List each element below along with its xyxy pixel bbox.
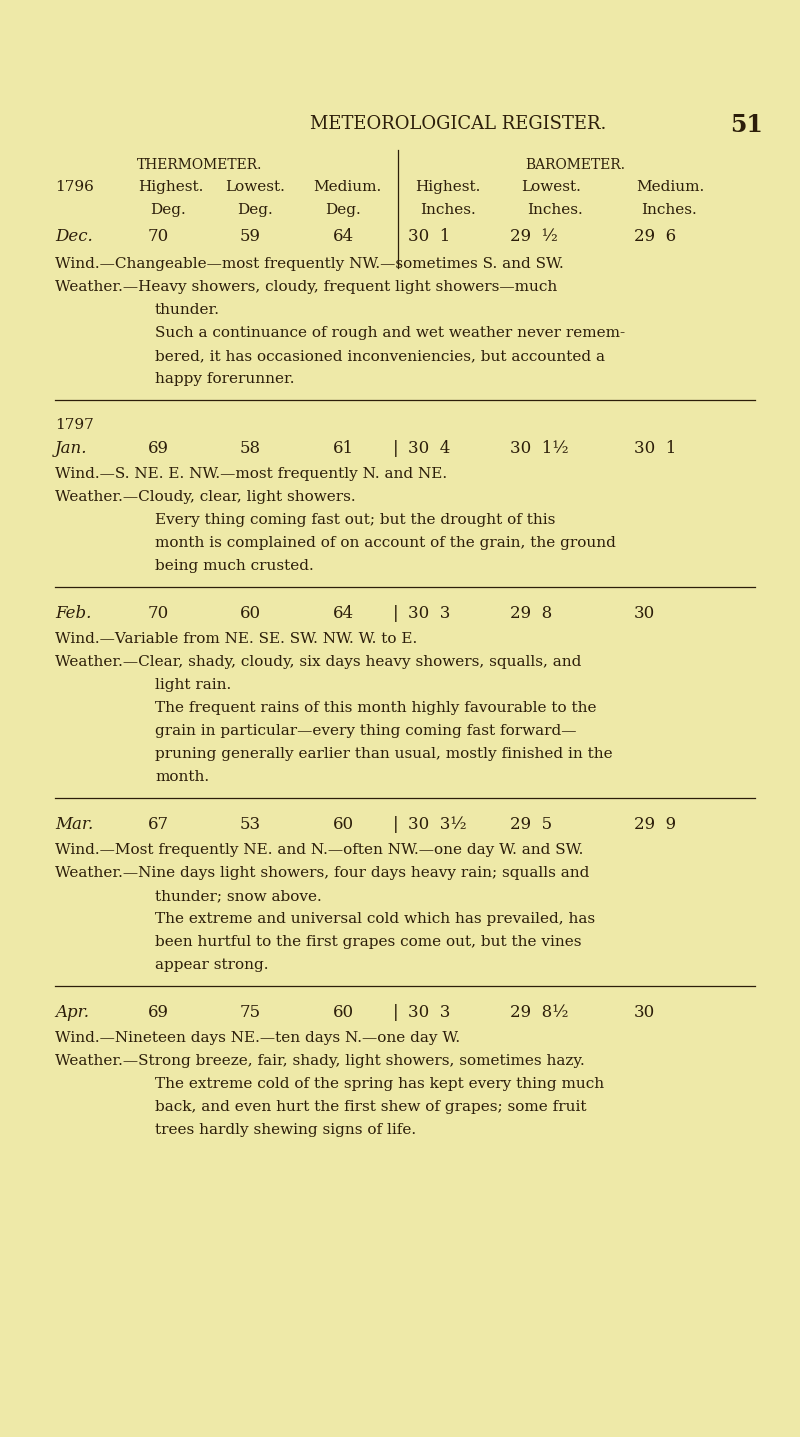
Text: Wind.—Nineteen days NE.—ten days N.—one day W.: Wind.—Nineteen days NE.—ten days N.—one … bbox=[55, 1030, 460, 1045]
Text: 1796: 1796 bbox=[55, 180, 94, 194]
Text: 75: 75 bbox=[240, 1004, 261, 1022]
Text: 30: 30 bbox=[634, 605, 655, 622]
Text: light rain.: light rain. bbox=[155, 678, 231, 693]
Text: |: | bbox=[393, 605, 398, 622]
Text: grain in particular—every thing coming fast forward—: grain in particular—every thing coming f… bbox=[155, 724, 577, 739]
Text: Highest.: Highest. bbox=[415, 180, 480, 194]
Text: Wind.—Changeable—most frequently NW.—sometimes S. and SW.: Wind.—Changeable—most frequently NW.—som… bbox=[55, 257, 564, 272]
Text: Such a continuance of rough and wet weather never remem-: Such a continuance of rough and wet weat… bbox=[155, 326, 625, 341]
Text: THERMOMETER.: THERMOMETER. bbox=[138, 158, 262, 172]
Text: Inches.: Inches. bbox=[527, 203, 582, 217]
Text: 29  5: 29 5 bbox=[510, 816, 552, 833]
Text: thunder.: thunder. bbox=[155, 303, 220, 318]
Text: Feb.: Feb. bbox=[55, 605, 91, 622]
Text: Lowest.: Lowest. bbox=[521, 180, 581, 194]
Text: |: | bbox=[393, 1004, 398, 1022]
Text: 69: 69 bbox=[148, 1004, 169, 1022]
Text: Jan.: Jan. bbox=[55, 440, 87, 457]
Text: 70: 70 bbox=[148, 605, 170, 622]
Text: Highest.: Highest. bbox=[138, 180, 203, 194]
Text: 60: 60 bbox=[333, 816, 354, 833]
Text: pruning generally earlier than usual, mostly finished in the: pruning generally earlier than usual, mo… bbox=[155, 747, 613, 762]
Text: 60: 60 bbox=[240, 605, 261, 622]
Text: month is complained of on account of the grain, the ground: month is complained of on account of the… bbox=[155, 536, 616, 550]
Text: 30  3½: 30 3½ bbox=[408, 816, 466, 833]
Text: appear strong.: appear strong. bbox=[155, 958, 269, 971]
Text: 30  1: 30 1 bbox=[634, 440, 676, 457]
Text: Deg.: Deg. bbox=[325, 203, 361, 217]
Text: Deg.: Deg. bbox=[150, 203, 186, 217]
Text: The extreme cold of the spring has kept every thing much: The extreme cold of the spring has kept … bbox=[155, 1076, 604, 1091]
Text: thunder; snow above.: thunder; snow above. bbox=[155, 890, 322, 902]
Text: Weather.—Strong breeze, fair, shady, light showers, sometimes hazy.: Weather.—Strong breeze, fair, shady, lig… bbox=[55, 1053, 585, 1068]
Text: METEOROLOGICAL REGISTER.: METEOROLOGICAL REGISTER. bbox=[310, 115, 606, 134]
Text: 30: 30 bbox=[634, 1004, 655, 1022]
Text: Wind.—Variable from NE. SE. SW. NW. W. to E.: Wind.—Variable from NE. SE. SW. NW. W. t… bbox=[55, 632, 418, 647]
Text: Inches.: Inches. bbox=[420, 203, 476, 217]
Text: Deg.: Deg. bbox=[237, 203, 273, 217]
Text: 29  ½: 29 ½ bbox=[510, 228, 558, 244]
Text: 29  9: 29 9 bbox=[634, 816, 676, 833]
Text: 30  1: 30 1 bbox=[408, 228, 450, 244]
Text: Dec.: Dec. bbox=[55, 228, 93, 244]
Text: 69: 69 bbox=[148, 440, 169, 457]
Text: |: | bbox=[393, 816, 398, 833]
Text: 30  4: 30 4 bbox=[408, 440, 450, 457]
Text: BAROMETER.: BAROMETER. bbox=[525, 158, 625, 172]
Text: Inches.: Inches. bbox=[641, 203, 697, 217]
Text: 53: 53 bbox=[240, 816, 261, 833]
Text: Weather.—Nine days light showers, four days heavy rain; squalls and: Weather.—Nine days light showers, four d… bbox=[55, 867, 590, 879]
Text: 30  3: 30 3 bbox=[408, 605, 450, 622]
Text: Wind.—Most frequently NE. and N.—often NW.—one day W. and SW.: Wind.—Most frequently NE. and N.—often N… bbox=[55, 844, 583, 856]
Text: month.: month. bbox=[155, 770, 209, 785]
Text: happy forerunner.: happy forerunner. bbox=[155, 372, 294, 387]
Text: Weather.—Heavy showers, cloudy, frequent light showers—much: Weather.—Heavy showers, cloudy, frequent… bbox=[55, 280, 558, 295]
Text: Weather.—Cloudy, clear, light showers.: Weather.—Cloudy, clear, light showers. bbox=[55, 490, 356, 504]
Text: trees hardly shewing signs of life.: trees hardly shewing signs of life. bbox=[155, 1122, 416, 1137]
Text: The frequent rains of this month highly favourable to the: The frequent rains of this month highly … bbox=[155, 701, 597, 716]
Text: 30  3: 30 3 bbox=[408, 1004, 450, 1022]
Text: 29  8½: 29 8½ bbox=[510, 1004, 568, 1022]
Text: Mar.: Mar. bbox=[55, 816, 94, 833]
Text: |: | bbox=[393, 440, 398, 457]
Text: 59: 59 bbox=[240, 228, 261, 244]
Text: Every thing coming fast out; but the drought of this: Every thing coming fast out; but the dro… bbox=[155, 513, 555, 527]
Text: Wind.—S. NE. E. NW.—most frequently N. and NE.: Wind.—S. NE. E. NW.—most frequently N. a… bbox=[55, 467, 447, 481]
Text: 58: 58 bbox=[240, 440, 261, 457]
Text: Weather.—Clear, shady, cloudy, six days heavy showers, squalls, and: Weather.—Clear, shady, cloudy, six days … bbox=[55, 655, 582, 670]
Text: being much crusted.: being much crusted. bbox=[155, 559, 314, 573]
Text: 61: 61 bbox=[333, 440, 354, 457]
Text: Medium.: Medium. bbox=[636, 180, 704, 194]
Text: been hurtful to the first grapes come out, but the vines: been hurtful to the first grapes come ou… bbox=[155, 935, 582, 948]
Text: Lowest.: Lowest. bbox=[225, 180, 285, 194]
Text: 30  1½: 30 1½ bbox=[510, 440, 569, 457]
Text: bered, it has occasioned inconveniencies, but accounted a: bered, it has occasioned inconveniencies… bbox=[155, 349, 605, 364]
Text: 1797: 1797 bbox=[55, 418, 94, 433]
Text: 51: 51 bbox=[730, 114, 763, 137]
Text: Medium.: Medium. bbox=[313, 180, 382, 194]
Text: 67: 67 bbox=[148, 816, 169, 833]
Text: 29  8: 29 8 bbox=[510, 605, 552, 622]
Text: The extreme and universal cold which has prevailed, has: The extreme and universal cold which has… bbox=[155, 912, 595, 925]
Text: 60: 60 bbox=[333, 1004, 354, 1022]
Text: 64: 64 bbox=[333, 228, 354, 244]
Text: 70: 70 bbox=[148, 228, 170, 244]
Text: Apr.: Apr. bbox=[55, 1004, 89, 1022]
Text: 64: 64 bbox=[333, 605, 354, 622]
Text: 29  6: 29 6 bbox=[634, 228, 676, 244]
Text: back, and even hurt the first shew of grapes; some fruit: back, and even hurt the first shew of gr… bbox=[155, 1099, 586, 1114]
